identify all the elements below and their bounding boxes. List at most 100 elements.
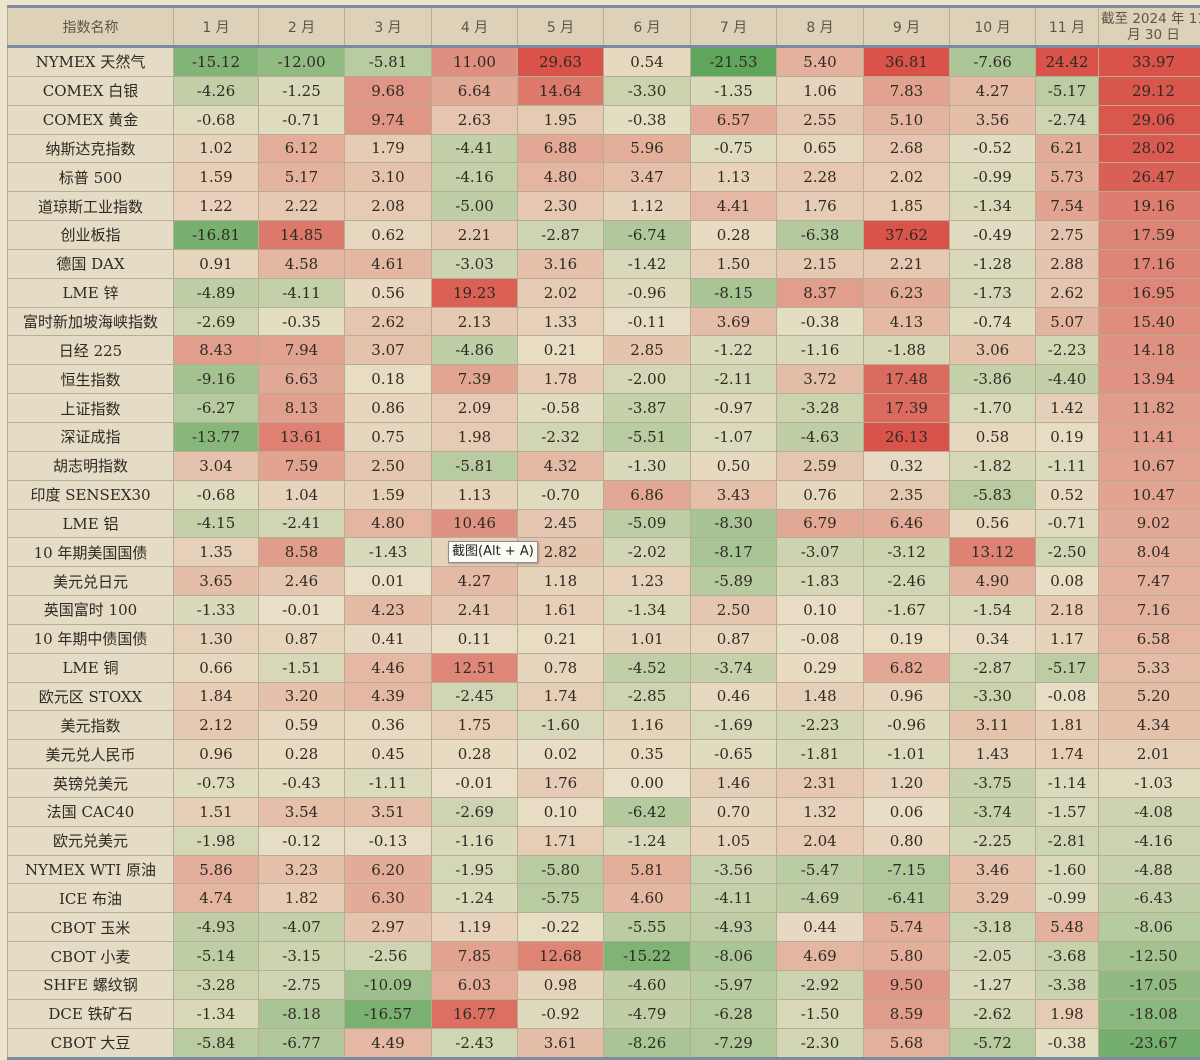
row-label: ICE 布油 <box>7 883 174 914</box>
value-cell: -12.00 <box>258 46 345 77</box>
value-cell: 0.21 <box>517 335 604 366</box>
row-label: 10 年期美国国债 <box>7 537 174 568</box>
value-cell: -3.28 <box>173 970 259 1000</box>
table-row: LME 铜 0.66 -1.51 4.46 12.51 0.78 -4.52 -3.74 0.2… <box>7 652 1200 683</box>
value-cell: 3.46 <box>949 854 1036 885</box>
value-cell: -2.02 <box>603 537 691 568</box>
value-cell: -15.22 <box>603 941 691 971</box>
value-cell: 0.76 <box>776 479 864 510</box>
value-cell: 2.59 <box>776 450 864 481</box>
value-cell: 1.85 <box>863 191 950 222</box>
value-cell: -3.07 <box>776 537 864 568</box>
value-cell: -2.74 <box>1035 104 1099 135</box>
value-cell: 3.69 <box>690 306 777 337</box>
value-cell: 1.05 <box>690 825 777 856</box>
value-cell: 3.11 <box>949 710 1036 741</box>
value-cell: 0.80 <box>863 825 950 856</box>
value-cell: -2.69 <box>173 306 259 337</box>
value-cell: 0.70 <box>690 796 777 827</box>
value-cell: 0.91 <box>173 248 259 279</box>
value-cell: 4.27 <box>949 75 1036 106</box>
value-cell: 0.02 <box>517 739 604 770</box>
value-cell: -1.11 <box>1035 450 1099 481</box>
column-header-4: 4 月 <box>431 5 518 48</box>
value-cell: -5.09 <box>603 508 691 539</box>
row-label: 创业板指 <box>7 220 174 250</box>
row-label: DCE 铁矿石 <box>7 998 174 1029</box>
value-cell: -2.00 <box>603 364 691 395</box>
value-cell: 3.54 <box>258 796 345 827</box>
value-cell: -4.11 <box>258 277 345 308</box>
value-cell: 24.42 <box>1035 46 1099 77</box>
row-label: 欧元兑美元 <box>7 825 174 856</box>
value-cell: -1.24 <box>603 825 691 856</box>
value-cell: 6.58 <box>1098 623 1200 654</box>
value-cell: -6.42 <box>603 796 691 827</box>
row-label: 英国富时 100 <box>7 595 174 625</box>
value-cell: 1.32 <box>776 796 864 827</box>
value-cell: 8.37 <box>776 277 864 308</box>
row-label: SHFE 螺纹钢 <box>7 970 174 1000</box>
value-cell: 7.94 <box>258 335 345 366</box>
column-header-3: 3 月 <box>344 5 432 48</box>
table-row: COMEX 黄金 -0.68 -0.71 9.74 2.63 1.95 -0.38 6.57 2… <box>7 104 1200 135</box>
row-label: LME 铜 <box>7 652 174 683</box>
column-header-2: 2 月 <box>258 5 345 48</box>
value-cell: -16.57 <box>344 998 432 1029</box>
row-label: 法国 CAC40 <box>7 796 174 827</box>
value-cell: -8.30 <box>690 508 777 539</box>
value-cell: -0.43 <box>258 768 345 798</box>
value-cell: 10.46 <box>431 508 518 539</box>
value-cell: 0.35 <box>603 739 691 770</box>
value-cell: -4.93 <box>690 912 777 943</box>
value-cell: 0.87 <box>690 623 777 654</box>
value-cell: 0.41 <box>344 623 432 654</box>
value-cell: 8.43 <box>173 335 259 366</box>
value-cell: 1.23 <box>603 566 691 597</box>
value-cell: -4.88 <box>1098 854 1200 885</box>
value-cell: -16.81 <box>173 220 259 250</box>
value-cell: 5.80 <box>863 941 950 971</box>
value-cell: 17.48 <box>863 364 950 395</box>
value-cell: 4.60 <box>603 883 691 914</box>
value-cell: 4.27 <box>431 566 518 597</box>
value-cell: -23.67 <box>1098 1027 1200 1060</box>
value-cell: -1.98 <box>173 825 259 856</box>
value-cell: -1.51 <box>258 652 345 683</box>
value-cell: -2.30 <box>776 1027 864 1060</box>
value-cell: 2.50 <box>344 450 432 481</box>
value-cell: 4.69 <box>776 941 864 971</box>
value-cell: 3.43 <box>690 479 777 510</box>
value-cell: -5.55 <box>603 912 691 943</box>
table-row: CBOT 玉米 -4.93 -4.07 2.97 1.19 -0.22 -5.55 -4.93… <box>7 912 1200 943</box>
value-cell: 0.62 <box>344 220 432 250</box>
value-cell: -0.11 <box>603 306 691 337</box>
table-row: CBOT 大豆 -5.84 -6.77 4.49 -2.43 3.61 -8.26 -7.29… <box>7 1027 1200 1060</box>
value-cell: 0.75 <box>344 421 432 452</box>
row-label: 深证成指 <box>7 421 174 452</box>
column-header-11: 11 月 <box>1035 5 1099 48</box>
value-cell: 12.51 <box>431 652 518 683</box>
value-cell: -0.08 <box>776 623 864 654</box>
value-cell: 6.64 <box>431 75 518 106</box>
value-cell: 0.29 <box>776 652 864 683</box>
value-cell: 1.98 <box>1035 998 1099 1029</box>
value-cell: -4.41 <box>431 133 518 164</box>
table-row: 欧元兑美元 -1.98 -0.12 -0.13 -1.16 1.71 -1.24 1.05 2.… <box>7 825 1200 856</box>
value-cell: 9.50 <box>863 970 950 1000</box>
value-cell: 2.04 <box>776 825 864 856</box>
table-row: 道琼斯工业指数 1.22 2.22 2.08 -5.00 2.30 1.12 4.41 1.76… <box>7 191 1200 222</box>
value-cell: 19.23 <box>431 277 518 308</box>
table-row: CBOT 小麦 -5.14 -3.15 -2.56 7.85 12.68 -15.22 -8.… <box>7 941 1200 971</box>
value-cell: 0.34 <box>949 623 1036 654</box>
table-row: 英国富时 100 -1.33 -0.01 4.23 2.41 1.61 -1.34 2.50 0… <box>7 595 1200 625</box>
value-cell: 6.20 <box>344 854 432 885</box>
value-cell: -0.38 <box>776 306 864 337</box>
value-cell: 8.04 <box>1098 537 1200 568</box>
value-cell: 36.81 <box>863 46 950 77</box>
value-cell: -4.86 <box>431 335 518 366</box>
value-cell: 3.06 <box>949 335 1036 366</box>
value-cell: -1.67 <box>863 595 950 625</box>
value-cell: 29.63 <box>517 46 604 77</box>
value-cell: 7.16 <box>1098 595 1200 625</box>
